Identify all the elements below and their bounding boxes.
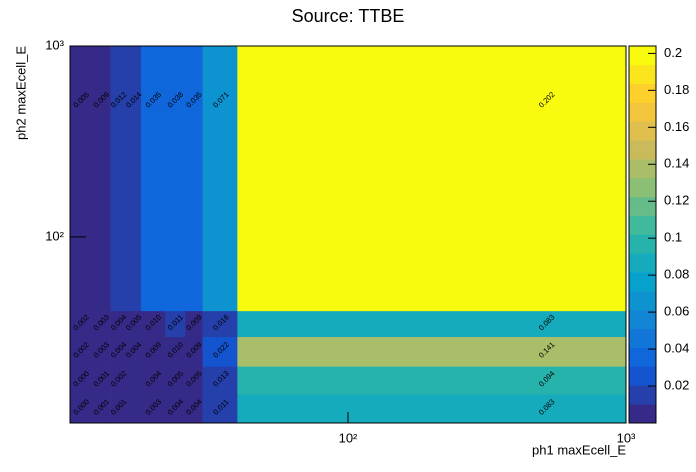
- heatmap-cell: [110, 366, 128, 395]
- heatmap-cell: [110, 310, 128, 338]
- heatmap-cell: [140, 394, 166, 424]
- heatmap-cell: [92, 310, 111, 338]
- heatmap-cell: [110, 336, 128, 367]
- colorbar-swatch: [629, 309, 656, 330]
- colorbar-tick-label: 0.1: [664, 230, 682, 245]
- heatmap-cell: [185, 46, 203, 312]
- heatmap-cell: [70, 310, 93, 338]
- colorbar-swatch: [629, 102, 656, 122]
- heatmap-cell: [165, 46, 186, 312]
- colorbar-swatch: [629, 404, 656, 424]
- heatmap-cell: [92, 46, 111, 312]
- x-tick-label: 10²: [339, 430, 358, 445]
- heatmap-cell: [165, 336, 186, 367]
- heatmap-cell: [140, 310, 166, 338]
- heatmap-cell: [126, 336, 142, 367]
- colorbar-swatch: [629, 46, 656, 66]
- colorbar-swatch: [629, 272, 656, 292]
- colorbar-swatch: [629, 366, 656, 386]
- heatmap-cell: [110, 46, 128, 312]
- heatmap-cell: [185, 310, 203, 338]
- heatmap-cell: [126, 46, 142, 312]
- heatmap-cell: [237, 336, 627, 367]
- heatmap-cell: [110, 394, 128, 424]
- heatmap-cell: [126, 310, 142, 338]
- heatmap-cell: [202, 366, 238, 395]
- colorbar-tick-label: 0.12: [664, 193, 689, 208]
- heatmap-cell: [140, 366, 166, 395]
- heatmap-cell: [126, 394, 142, 424]
- colorbar-swatch: [629, 291, 656, 311]
- colorbar-swatch: [629, 253, 656, 273]
- heatmap-cell: [237, 366, 627, 395]
- colorbar-frame: [628, 45, 657, 424]
- colorbar-swatch: [629, 159, 656, 179]
- heatmap-cell: [165, 310, 186, 338]
- heatmap-cell: [70, 46, 93, 312]
- heatmap-cell: [126, 366, 142, 395]
- colorbar-swatch: [629, 328, 656, 348]
- heatmap-cell: [140, 46, 166, 312]
- colorbar-tick-label: 0.18: [664, 82, 689, 97]
- heatmap-cell: [70, 394, 93, 424]
- heatmap-cell: [185, 366, 203, 395]
- chart-title: Source: TTBE: [292, 6, 405, 26]
- colorbar-tick-label: 0.14: [664, 156, 689, 171]
- heatmap-cell: [202, 336, 238, 367]
- colorbar-swatch: [629, 196, 656, 216]
- colorbar-tick-label: 0.08: [664, 267, 689, 282]
- colorbar-swatch: [629, 385, 656, 405]
- colorbar-swatch: [629, 121, 656, 141]
- heatmap-cell: [70, 366, 93, 395]
- heatmap-cell: [165, 394, 186, 424]
- x-tick-label: 10³: [617, 430, 636, 445]
- heatmap-cell: [202, 394, 238, 424]
- heatmap-cell: [237, 310, 627, 338]
- heatmap-cell: [202, 46, 238, 312]
- heatmap-cell: [185, 336, 203, 367]
- heatmap-cell: [185, 394, 203, 424]
- colorbar-tick-label: 0.06: [664, 304, 689, 319]
- colorbar-swatch: [629, 140, 656, 160]
- colorbar-swatch: [629, 234, 656, 254]
- heatmap-cell: [202, 310, 238, 338]
- colorbar-swatch: [629, 347, 656, 367]
- heatmap-cell: [237, 394, 627, 424]
- colorbar-tick-label: 0.02: [664, 377, 689, 392]
- colorbar-swatch: [629, 83, 656, 103]
- colorbar-swatch: [629, 177, 656, 198]
- heatmap-cell: [92, 394, 111, 424]
- heatmap-cell: [237, 46, 627, 312]
- x-axis-label: ph1 maxEcell_E: [532, 442, 626, 457]
- y-axis-label: ph2 maxEcell_E: [13, 46, 28, 140]
- colorbar-swatch: [629, 215, 656, 235]
- heatmap-cell: [140, 336, 166, 367]
- colorbar-tick-label: 0.04: [664, 341, 689, 356]
- y-tick-label: 10³: [45, 37, 64, 52]
- heatmap-cell: [92, 366, 111, 395]
- heatmap-cell: [165, 366, 186, 395]
- colorbar-swatch: [629, 64, 656, 84]
- heatmap-cell: [70, 336, 93, 367]
- y-tick-label: 10²: [45, 228, 64, 243]
- colorbar-tick-label: 0.2: [664, 45, 682, 60]
- heatmap-cell: [92, 336, 111, 367]
- colorbar-tick-label: 0.16: [664, 119, 689, 134]
